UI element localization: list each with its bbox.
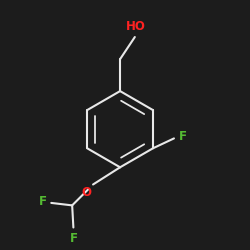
Text: F: F: [39, 196, 47, 208]
Text: HO: HO: [126, 20, 145, 32]
Text: O: O: [82, 186, 92, 199]
Text: F: F: [179, 130, 187, 143]
Text: F: F: [70, 232, 78, 245]
